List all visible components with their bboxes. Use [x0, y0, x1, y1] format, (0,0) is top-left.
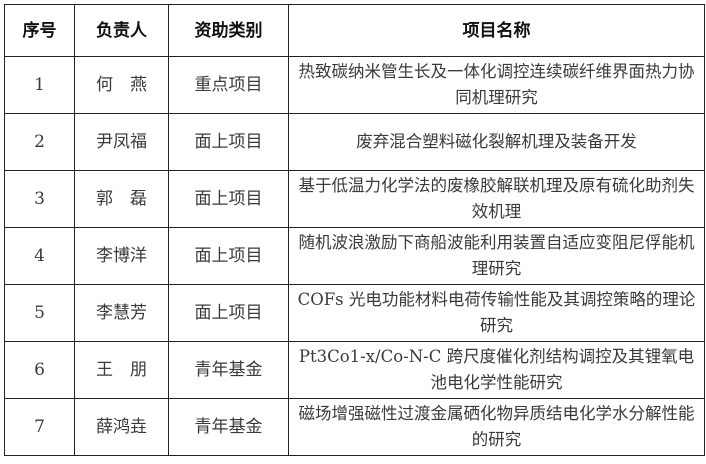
- header-title: 项目名称: [288, 4, 705, 57]
- row-number: 6: [4, 341, 75, 399]
- row-leader: 尹凤福: [74, 113, 169, 171]
- row-number: 4: [4, 227, 75, 285]
- table-row: 2 尹凤福 面上项目 废弃混合塑料磁化裂解机理及装备开发: [4, 113, 705, 171]
- row-category: 重点项目: [168, 56, 289, 114]
- row-category: 面上项目: [168, 170, 289, 228]
- row-leader: 何 燕: [74, 56, 169, 114]
- row-leader: 李博洋: [74, 227, 169, 285]
- row-category: 面上项目: [168, 113, 289, 171]
- row-leader: 薛鸿垚: [74, 398, 169, 456]
- row-leader: 郭 磊: [74, 170, 169, 228]
- table-row: 7 薛鸿垚 青年基金 磁场增强磁性过渡金属硒化物异质结电化学水分解性能的研究: [4, 398, 705, 456]
- row-title: 基于低温力化学法的废橡胶解联机理及原有硫化助剂失效机理: [288, 170, 705, 228]
- header-category: 资助类别: [168, 4, 289, 57]
- row-title: 热致碳纳米管生长及一体化调控连续碳纤维界面热力协同机理研究: [288, 56, 705, 114]
- row-number: 1: [4, 56, 75, 114]
- row-number: 3: [4, 170, 75, 228]
- row-title: COFs 光电功能材料电荷传输性能及其调控策略的理论研究: [288, 284, 705, 342]
- row-number: 2: [4, 113, 75, 171]
- row-category: 面上项目: [168, 227, 289, 285]
- row-category: 青年基金: [168, 341, 289, 399]
- row-leader: 王 朋: [74, 341, 169, 399]
- row-number: 5: [4, 284, 75, 342]
- row-title: 随机波浪激励下商船波能利用装置自适应变阻尼俘能机理研究: [288, 227, 705, 285]
- table-row: 5 李慧芳 面上项目 COFs 光电功能材料电荷传输性能及其调控策略的理论研究: [4, 284, 705, 342]
- row-title: 磁场增强磁性过渡金属硒化物异质结电化学水分解性能的研究: [288, 398, 705, 456]
- row-number: 7: [4, 398, 75, 456]
- table-row: 4 李博洋 面上项目 随机波浪激励下商船波能利用装置自适应变阻尼俘能机理研究: [4, 227, 705, 285]
- row-category: 青年基金: [168, 398, 289, 456]
- header-row: 序号 负责人 资助类别 项目名称: [4, 4, 705, 57]
- row-title: Pt3Co1-x/Co-N-C 跨尺度催化剂结构调控及其锂氧电池电化学性能研究: [288, 341, 705, 399]
- row-leader: 李慧芳: [74, 284, 169, 342]
- header-no: 序号: [4, 4, 75, 57]
- row-category: 面上项目: [168, 284, 289, 342]
- row-title: 废弃混合塑料磁化裂解机理及装备开发: [288, 113, 705, 171]
- header-leader: 负责人: [74, 4, 169, 57]
